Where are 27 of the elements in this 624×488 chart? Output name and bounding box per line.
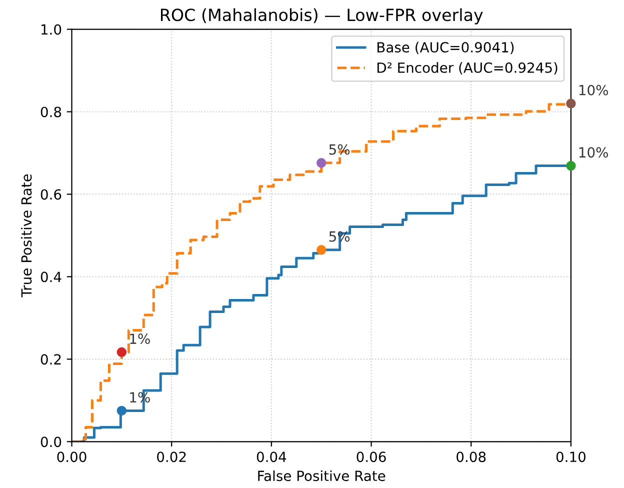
- y-tick-label: 0.4: [40, 272, 62, 282]
- point: [316, 158, 326, 168]
- y-tick-label: 0.2: [40, 354, 61, 365]
- chart-title: ROC (Mahalanobis) — Low-FPR overlay: [161, 8, 483, 24]
- y-tick-label: 0.8: [40, 106, 62, 118]
- y-tick-label: 1.0: [41, 24, 62, 35]
- x-axis-title: False Positive Rate: [258, 470, 386, 482]
- y-axis-title: True Positive Rate: [20, 174, 32, 298]
- x-tick-label: 0.06: [356, 452, 386, 462]
- annotation: 1%: [130, 334, 150, 344]
- x-tick-label: 0.04: [256, 452, 286, 462]
- annotation: 5%: [329, 144, 350, 155]
- point: [116, 406, 127, 416]
- y-tick-label: 0.6: [40, 189, 62, 200]
- point: [566, 160, 576, 171]
- x-tick-label: 0.10: [556, 452, 586, 462]
- annotation: 10%: [579, 147, 608, 158]
- x-tick-label: 0.00: [57, 452, 86, 462]
- y-tick-label: 0.0: [40, 436, 62, 448]
- point: [566, 98, 576, 108]
- x-tick-label: 0.08: [456, 452, 486, 462]
- legend-label: D² Encoder (AUC=0.9245): [378, 62, 558, 75]
- annotation: 10%: [579, 84, 608, 96]
- legend-label: Base (AUC=0.9041): [378, 42, 514, 54]
- x-tick-label: 0.02: [157, 452, 186, 462]
- point: [316, 245, 326, 255]
- point: [116, 347, 127, 358]
